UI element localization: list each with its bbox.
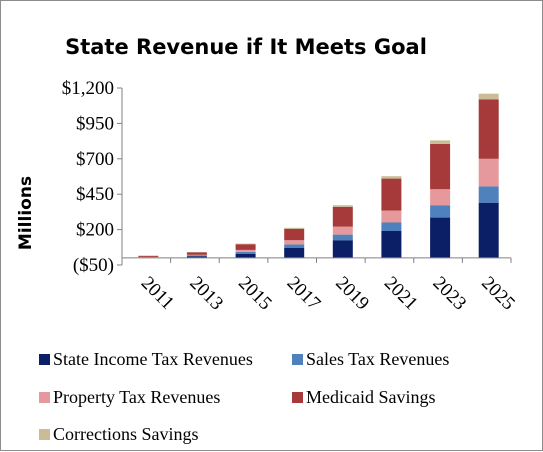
- y-tick-label: $450: [76, 184, 114, 205]
- bars-group: [138, 94, 498, 258]
- bar-segment-2019-series-1: [333, 240, 353, 258]
- x-tick-label: 2013: [185, 273, 227, 315]
- bar-segment-2013-series-2: [187, 256, 207, 257]
- bar-segment-2025-series-1: [479, 203, 499, 258]
- y-tick-label: $700: [76, 149, 114, 170]
- legend-label: State Income Tax Revenues: [53, 349, 253, 369]
- y-tick-labels: ($50) $200 $450 $700 $950 $1,200: [62, 78, 114, 276]
- legend: State Income Tax Revenues Sales Tax Reven…: [39, 349, 449, 444]
- bar-segment-2019-series-4: [333, 207, 353, 227]
- bar-segment-2019-series-5: [333, 205, 353, 207]
- bar-segment-2025-series-2: [479, 186, 499, 202]
- bar-segment-2019-series-3: [333, 227, 353, 235]
- bar-segment-2023-series-4: [430, 144, 450, 189]
- bar-segment-2021-series-4: [381, 179, 401, 211]
- bar-segment-2017-series-1: [284, 248, 304, 258]
- bar-segment-2023-series-1: [430, 218, 450, 258]
- bar-segment-2025-series-3: [479, 159, 499, 187]
- y-tick-label: ($50): [73, 255, 114, 276]
- bar-segment-2013-series-3: [187, 255, 207, 256]
- x-tick-label: 2025: [477, 273, 519, 315]
- bar-segment-2017-series-4: [284, 229, 304, 240]
- legend-label: Medicaid Savings: [306, 387, 435, 407]
- bar-segment-2017-series-2: [284, 245, 304, 249]
- y-tick-label: $200: [76, 220, 114, 241]
- bar-segment-2023-series-3: [430, 189, 450, 205]
- bar-segment-2017-series-5: [284, 228, 304, 229]
- legend-label: Property Tax Revenues: [53, 387, 220, 407]
- x-tick-label: 2011: [137, 273, 178, 314]
- bar-segment-2015-series-3: [236, 250, 256, 252]
- x-tick-label: 2015: [234, 273, 276, 315]
- legend-swatch: [39, 392, 50, 403]
- x-tick-label: 2023: [429, 273, 471, 315]
- chart-title: State Revenue if It Meets Goal: [65, 35, 427, 59]
- axes-group: [117, 88, 511, 265]
- bar-segment-2013-series-4: [187, 252, 207, 255]
- legend-label: Sales Tax Revenues: [306, 349, 449, 369]
- bar-segment-2021-series-5: [381, 176, 401, 178]
- bar-segment-2015-series-1: [236, 254, 256, 258]
- bar-segment-2017-series-3: [284, 240, 304, 244]
- bar-segment-2015-series-4: [236, 244, 256, 250]
- bar-segment-2023-series-5: [430, 140, 450, 144]
- legend-swatch: [39, 429, 50, 440]
- legend-label: Corrections Savings: [53, 424, 199, 444]
- bar-segment-2021-series-1: [381, 231, 401, 258]
- bar-segment-2011-series-4: [138, 256, 158, 257]
- bar-segment-2023-series-2: [430, 206, 450, 218]
- legend-swatch: [39, 354, 50, 365]
- bar-segment-2025-series-5: [479, 94, 499, 100]
- y-tick-label: $950: [76, 113, 114, 134]
- bar-segment-2021-series-3: [381, 211, 401, 223]
- x-tick-label: 2021: [380, 273, 422, 315]
- x-tick-label: 2017: [283, 273, 325, 315]
- y-tick-label: $1,200: [62, 78, 114, 99]
- bar-segment-2015-series-5: [236, 244, 256, 245]
- x-tick-label: 2019: [331, 273, 373, 315]
- bar-segment-2015-series-2: [236, 252, 256, 254]
- legend-swatch: [292, 354, 303, 365]
- bar-segment-2025-series-4: [479, 99, 499, 159]
- bar-segment-2019-series-2: [333, 235, 353, 241]
- y-axis-label: Millions: [16, 176, 36, 250]
- bar-segment-2021-series-2: [381, 223, 401, 232]
- legend-swatch: [292, 392, 303, 403]
